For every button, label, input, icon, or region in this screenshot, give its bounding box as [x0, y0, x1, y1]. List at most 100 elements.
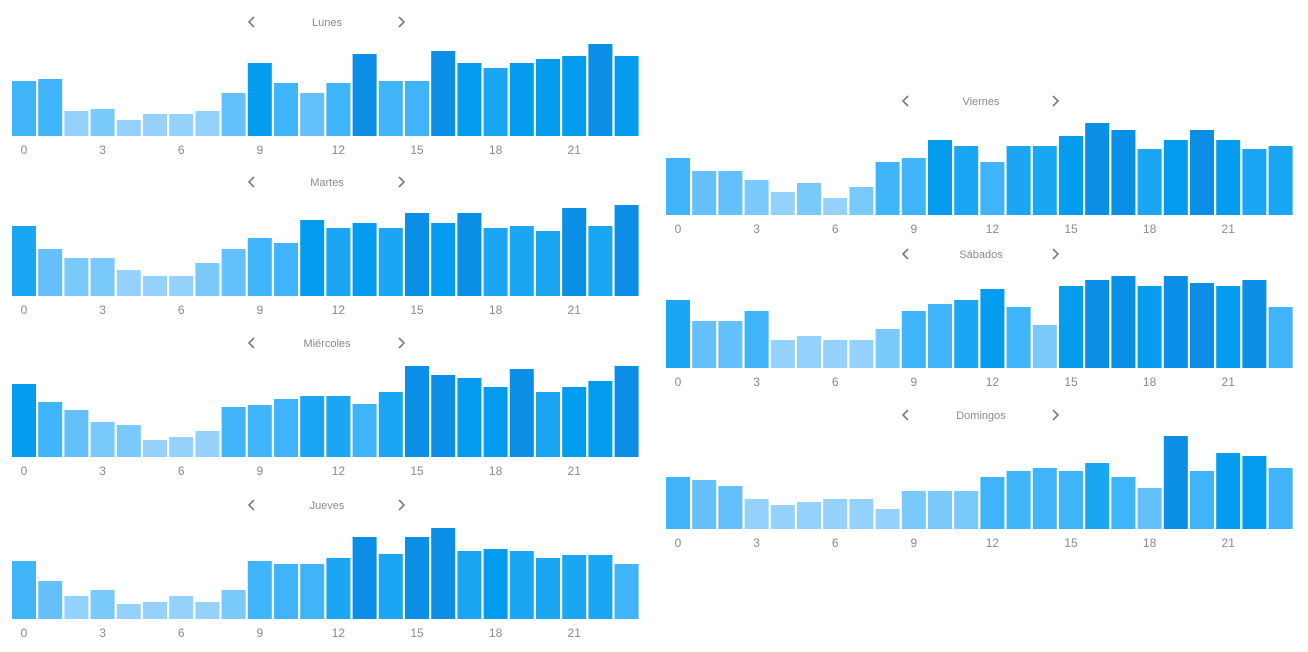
- bar-hour-12[interactable]: [980, 477, 1005, 529]
- bar-hour-21[interactable]: [1216, 286, 1241, 368]
- bar-hour-6[interactable]: [169, 276, 194, 296]
- bar-hour-22[interactable]: [588, 381, 613, 457]
- bar-hour-22[interactable]: [1242, 149, 1267, 215]
- bar-hour-13[interactable]: [1006, 146, 1031, 215]
- bar-hour-21[interactable]: [562, 56, 587, 136]
- bar-hour-5[interactable]: [797, 183, 821, 215]
- bar-hour-6[interactable]: [169, 437, 194, 457]
- bar-hour-11[interactable]: [954, 300, 979, 368]
- bar-hour-3[interactable]: [90, 422, 115, 457]
- bar-hour-0[interactable]: [12, 384, 36, 457]
- prev-day-button[interactable]: [896, 407, 916, 427]
- bar-hour-0[interactable]: [12, 81, 36, 136]
- bar-hour-9[interactable]: [901, 311, 926, 368]
- bar-hour-17[interactable]: [1111, 130, 1136, 215]
- bar-hour-7[interactable]: [195, 602, 220, 619]
- bar-hour-6[interactable]: [169, 114, 194, 136]
- bar-hour-5[interactable]: [797, 336, 821, 368]
- bar-hour-3[interactable]: [90, 109, 115, 136]
- bar-hour-5[interactable]: [143, 440, 167, 457]
- bar-hour-2[interactable]: [64, 596, 89, 619]
- bar-hour-15[interactable]: [405, 81, 429, 136]
- bar-hour-10[interactable]: [928, 304, 952, 368]
- bar-hour-4[interactable]: [770, 340, 795, 368]
- bar-hour-21[interactable]: [562, 208, 587, 296]
- bar-hour-19[interactable]: [1163, 140, 1188, 215]
- bar-hour-0[interactable]: [12, 561, 36, 619]
- bar-hour-14[interactable]: [378, 228, 403, 296]
- bar-hour-3[interactable]: [90, 258, 115, 296]
- bar-hour-0[interactable]: [666, 300, 690, 368]
- bar-hour-3[interactable]: [744, 180, 769, 215]
- bar-hour-3[interactable]: [744, 499, 769, 529]
- bar-hour-6[interactable]: [169, 596, 194, 619]
- next-day-button[interactable]: [1045, 246, 1065, 266]
- bar-hour-18[interactable]: [1137, 286, 1162, 368]
- bar-hour-8[interactable]: [221, 93, 246, 136]
- bar-hour-13[interactable]: [1006, 471, 1031, 529]
- bar-hour-7[interactable]: [849, 187, 874, 215]
- bar-hour-16[interactable]: [431, 223, 456, 296]
- bar-hour-14[interactable]: [378, 392, 403, 457]
- next-day-button[interactable]: [391, 335, 411, 355]
- bar-hour-17[interactable]: [1111, 276, 1136, 368]
- bar-hour-18[interactable]: [483, 228, 508, 296]
- bar-hour-7[interactable]: [195, 263, 220, 296]
- bar-hour-5[interactable]: [143, 114, 167, 136]
- bar-hour-16[interactable]: [431, 528, 456, 619]
- bar-hour-17[interactable]: [457, 63, 482, 136]
- bar-hour-4[interactable]: [116, 120, 141, 136]
- bar-hour-20[interactable]: [536, 392, 560, 457]
- bar-hour-10[interactable]: [274, 243, 298, 296]
- bar-hour-9[interactable]: [247, 405, 272, 457]
- bar-hour-8[interactable]: [221, 249, 246, 296]
- bar-hour-5[interactable]: [143, 276, 167, 296]
- bar-hour-19[interactable]: [509, 63, 534, 136]
- bar-hour-23[interactable]: [614, 564, 639, 619]
- bar-hour-11[interactable]: [300, 220, 325, 296]
- bar-hour-11[interactable]: [954, 491, 979, 529]
- bar-hour-14[interactable]: [1032, 325, 1057, 368]
- bar-hour-23[interactable]: [1268, 468, 1293, 529]
- bar-hour-9[interactable]: [247, 561, 272, 619]
- bar-hour-7[interactable]: [195, 431, 220, 457]
- bar-hour-16[interactable]: [1085, 463, 1110, 529]
- bar-hour-9[interactable]: [901, 158, 926, 215]
- bar-hour-1[interactable]: [692, 321, 717, 368]
- bar-hour-15[interactable]: [1059, 136, 1083, 215]
- bar-hour-1[interactable]: [692, 480, 717, 529]
- bar-hour-17[interactable]: [457, 213, 482, 296]
- bar-hour-9[interactable]: [901, 491, 926, 529]
- prev-day-button[interactable]: [896, 93, 916, 113]
- bar-hour-12[interactable]: [326, 396, 351, 457]
- bar-hour-22[interactable]: [588, 226, 613, 296]
- bar-hour-4[interactable]: [116, 604, 141, 619]
- bar-hour-11[interactable]: [300, 396, 325, 457]
- bar-hour-4[interactable]: [770, 505, 795, 529]
- bar-hour-0[interactable]: [666, 477, 690, 529]
- bar-hour-12[interactable]: [326, 558, 351, 619]
- bar-hour-22[interactable]: [1242, 280, 1267, 368]
- bar-hour-10[interactable]: [274, 399, 298, 457]
- bar-hour-12[interactable]: [980, 289, 1005, 368]
- prev-day-button[interactable]: [896, 246, 916, 266]
- bar-hour-11[interactable]: [300, 564, 325, 619]
- bar-hour-0[interactable]: [666, 158, 690, 215]
- bar-hour-15[interactable]: [1059, 471, 1083, 529]
- bar-hour-20[interactable]: [1190, 471, 1214, 529]
- bar-hour-18[interactable]: [483, 549, 508, 619]
- bar-hour-22[interactable]: [1242, 456, 1267, 529]
- bar-hour-23[interactable]: [1268, 146, 1293, 215]
- bar-hour-14[interactable]: [378, 554, 403, 619]
- bar-hour-13[interactable]: [352, 404, 377, 457]
- bar-hour-0[interactable]: [12, 226, 36, 296]
- bar-hour-15[interactable]: [405, 537, 429, 619]
- bar-hour-5[interactable]: [143, 602, 167, 619]
- bar-hour-20[interactable]: [1190, 283, 1214, 368]
- bar-hour-9[interactable]: [247, 63, 272, 136]
- bar-hour-10[interactable]: [928, 491, 952, 529]
- bar-hour-22[interactable]: [588, 555, 613, 619]
- bar-hour-11[interactable]: [954, 146, 979, 215]
- bar-hour-3[interactable]: [744, 311, 769, 368]
- bar-hour-2[interactable]: [64, 410, 89, 457]
